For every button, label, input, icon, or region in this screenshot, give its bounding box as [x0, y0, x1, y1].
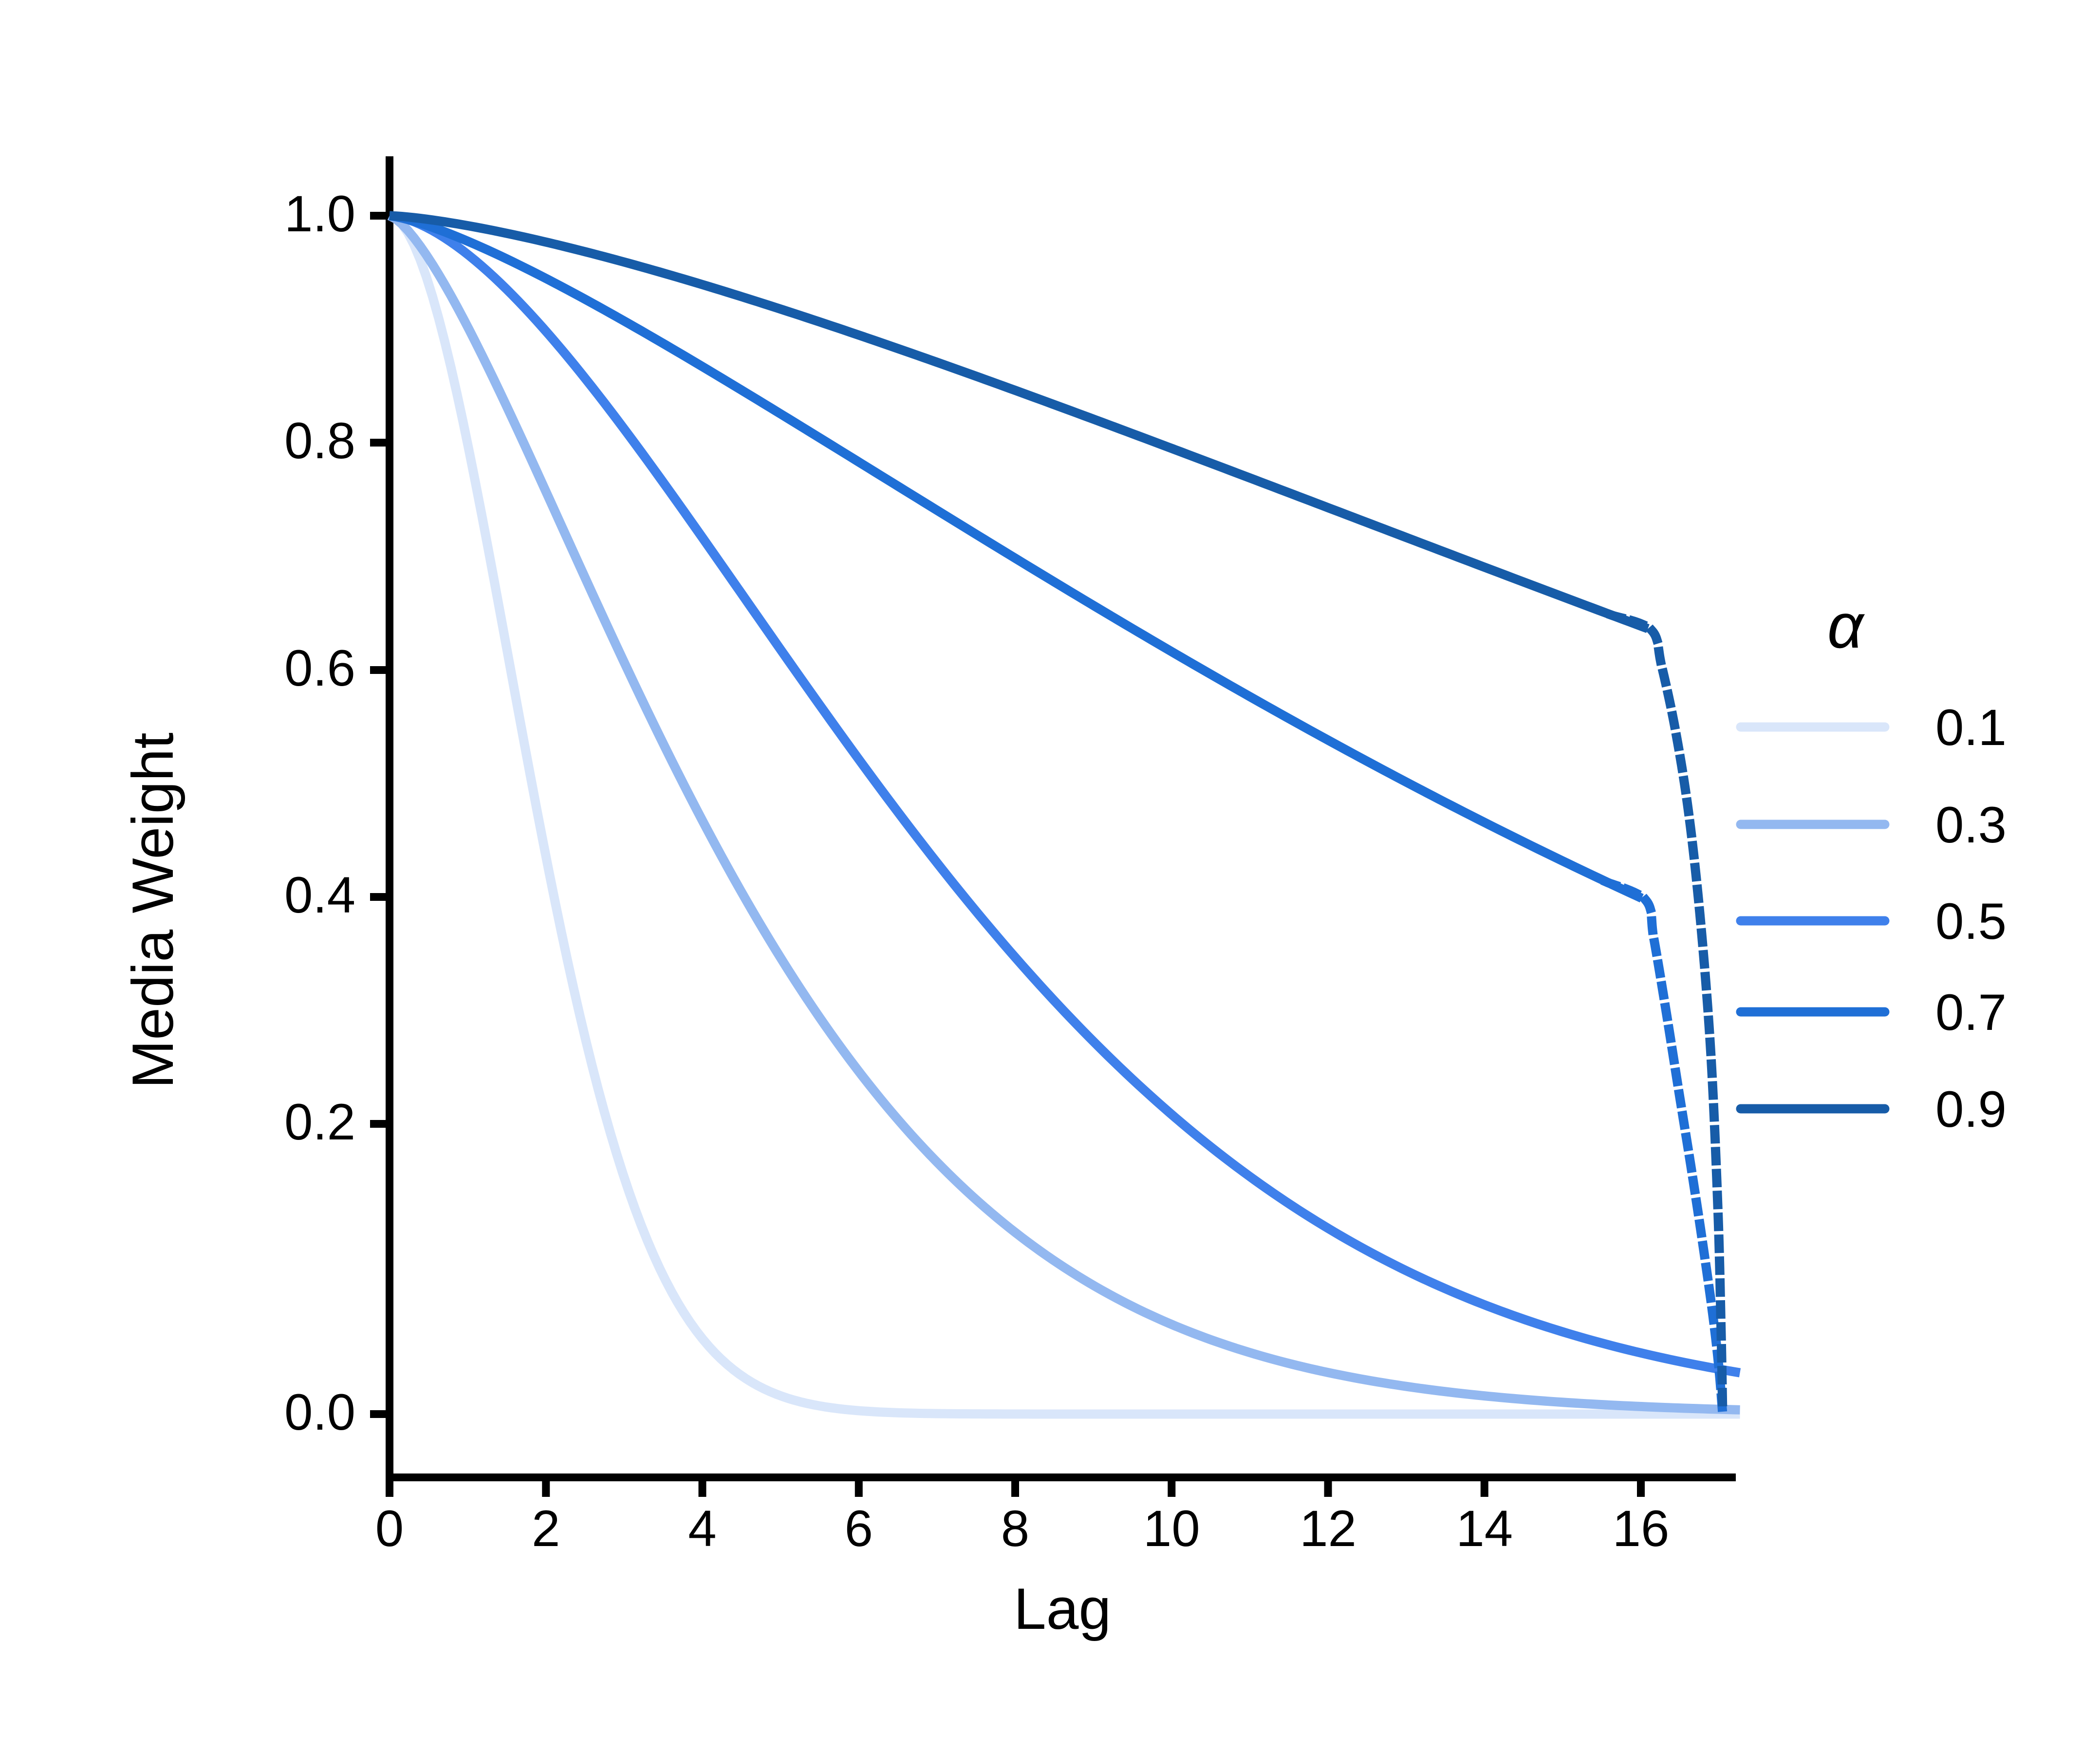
- svg-text:α: α: [1827, 590, 1865, 661]
- svg-text:8: 8: [1001, 1500, 1029, 1557]
- svg-text:Media Weight: Media Weight: [120, 732, 186, 1088]
- svg-text:0.4: 0.4: [284, 867, 355, 924]
- svg-text:12: 12: [1300, 1500, 1357, 1557]
- svg-text:0.0: 0.0: [284, 1384, 355, 1441]
- svg-text:2: 2: [532, 1500, 560, 1557]
- svg-text:0.2: 0.2: [284, 1094, 355, 1151]
- svg-text:Lag: Lag: [1014, 1576, 1111, 1641]
- svg-text:16: 16: [1613, 1500, 1670, 1557]
- svg-text:0: 0: [375, 1500, 404, 1557]
- svg-text:4: 4: [688, 1500, 716, 1557]
- svg-text:0.6: 0.6: [284, 640, 355, 697]
- svg-text:0.1: 0.1: [1935, 699, 2007, 756]
- svg-text:0.8: 0.8: [284, 412, 355, 469]
- svg-text:10: 10: [1143, 1500, 1200, 1557]
- svg-text:6: 6: [845, 1500, 873, 1557]
- svg-text:1.0: 1.0: [284, 186, 355, 242]
- svg-text:14: 14: [1456, 1500, 1513, 1557]
- svg-text:0.3: 0.3: [1935, 797, 2007, 854]
- svg-text:0.5: 0.5: [1935, 893, 2007, 950]
- svg-text:0.9: 0.9: [1935, 1081, 2007, 1138]
- svg-text:0.7: 0.7: [1935, 984, 2007, 1041]
